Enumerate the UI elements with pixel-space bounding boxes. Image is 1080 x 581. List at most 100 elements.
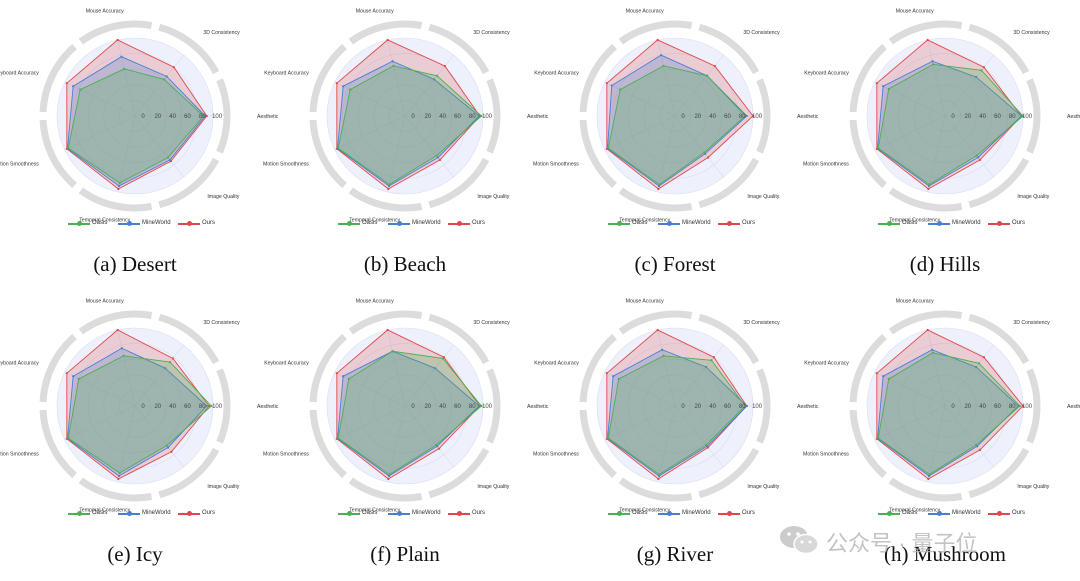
grid-spoke (604, 405, 676, 441)
data-point-mineworld (434, 367, 437, 370)
data-point-mineworld (660, 54, 663, 57)
data-point-oasis (202, 114, 205, 118)
data-point-ours (65, 372, 68, 375)
radar-panel-beach: 0 20 40 60 80 100 Aesthetic 3D Consistency Mouse… (263, 0, 549, 290)
data-point-ours (926, 38, 929, 42)
radial-tick-label: 40 (439, 114, 446, 120)
axis-label-3d-consistency: 3D Consistency (473, 320, 510, 326)
legend-label: Oasis (632, 220, 648, 226)
radial-tick-label: 60 (724, 114, 731, 120)
data-point-mineworld (975, 365, 978, 369)
data-point-mineworld (436, 156, 440, 159)
radar-panel-mushroom: 0 20 40 60 80 100 Aesthetic 3D Consistency Mouse… (803, 290, 1080, 580)
data-point-ours (982, 356, 986, 359)
data-point-ours (116, 38, 119, 42)
data-point-mineworld (975, 75, 978, 79)
data-point-oasis (980, 69, 983, 72)
grid-spoke (64, 405, 136, 441)
data-point-oasis (662, 354, 665, 357)
radial-tick-label: 60 (724, 404, 731, 410)
data-point-ours (978, 158, 982, 162)
axis-label-motion-smoothness: Motion Smoothness (533, 451, 579, 457)
outer-ring-segment (158, 313, 220, 365)
series-area-oasis (877, 352, 1021, 475)
axis-label-image-quality: Image Quality (207, 194, 239, 200)
outer-ring-segment (158, 447, 220, 499)
data-point-ours (387, 187, 390, 191)
legend-marker (127, 221, 132, 226)
grid-spoke (604, 371, 676, 407)
outer-ring-segment (849, 119, 887, 188)
outer-ring-segment (486, 78, 501, 154)
grid-spoke (334, 371, 406, 407)
outer-ring-segment (348, 187, 423, 212)
data-point-ours (171, 357, 175, 360)
grid-spoke (404, 344, 454, 407)
series-area-mineworld (67, 347, 208, 477)
legend-marker (77, 221, 82, 226)
radar-chart: 0 20 40 60 80 100 Aesthetic 3D Consistency Mouse… (803, 9, 1080, 224)
radial-tick-label: 60 (454, 404, 461, 410)
radial-tick-label: 0 (681, 114, 685, 120)
data-point-mineworld (168, 158, 172, 162)
legend-marker (887, 511, 892, 516)
grid-spoke (117, 405, 136, 483)
radial-tick-label: 100 (482, 114, 493, 120)
legend-label: Oasis (902, 220, 918, 226)
radar-chart: 0 20 40 60 80 100 Aesthetic 3D Consistency Mouse… (263, 9, 549, 224)
legend-label: Ours (202, 510, 216, 516)
legend-marker (937, 511, 942, 516)
axis-label-3d-consistency: 3D Consistency (203, 320, 240, 326)
data-point-oasis (744, 114, 747, 118)
grid-spoke (334, 81, 406, 117)
grid-spoke (874, 81, 946, 117)
grid-spoke (657, 329, 676, 407)
outer-ring-segment (216, 368, 231, 444)
legend-label: MineWorld (682, 220, 711, 226)
data-point-mineworld (117, 184, 121, 188)
series-area-mineworld (337, 350, 480, 477)
data-point-oasis (877, 147, 880, 150)
data-point-ours (656, 38, 659, 42)
radial-tick-label: 40 (979, 114, 986, 120)
legend-label: MineWorld (412, 510, 441, 516)
data-point-oasis (658, 473, 661, 476)
data-point-mineworld (342, 375, 345, 378)
legend-marker (667, 511, 672, 516)
grid-spoke (657, 405, 676, 483)
legend: Oasis MineWorld Ours (810, 508, 1080, 520)
data-point-ours (172, 66, 176, 69)
data-point-mineworld (882, 85, 885, 88)
grid-spoke (64, 115, 136, 151)
outer-ring-segment (309, 44, 347, 113)
grid-spoke (657, 115, 676, 193)
legend-marker (457, 221, 462, 226)
legend-marker (727, 511, 732, 516)
panel-caption: (a) Desert (93, 252, 177, 276)
axis-label-keyboard-accuracy: Keyboard Accuracy (264, 71, 309, 77)
outer-ring-segment (39, 334, 77, 403)
outer-ring-segment (78, 310, 153, 335)
radial-tick-label: 100 (212, 404, 223, 410)
data-point-oasis (931, 351, 934, 354)
radial-tick-label: 80 (1009, 114, 1016, 120)
legend-label: MineWorld (952, 220, 981, 226)
data-point-mineworld (478, 404, 481, 408)
grid-spoke (117, 329, 136, 407)
data-point-oasis (975, 154, 978, 157)
data-point-oasis (705, 74, 709, 77)
axis-label-temporal-consistency: Temporal Consistency (619, 507, 670, 513)
data-point-ours (170, 450, 173, 453)
data-point-oasis (118, 471, 121, 475)
radar-chart: 0 20 40 60 80 100 Aesthetic 3D Consistency Mouse… (803, 299, 1080, 514)
data-point-oasis (163, 78, 166, 81)
axis-label-image-quality: Image Quality (477, 194, 509, 200)
grid-spoke (674, 344, 724, 407)
data-point-mineworld (745, 114, 748, 118)
outer-ring-segment (756, 78, 771, 154)
data-point-oasis (480, 114, 483, 118)
data-point-oasis (388, 473, 391, 476)
outer-ring-segment (698, 23, 760, 75)
outer-ring-segment (849, 334, 887, 403)
legend-marker (347, 221, 352, 226)
